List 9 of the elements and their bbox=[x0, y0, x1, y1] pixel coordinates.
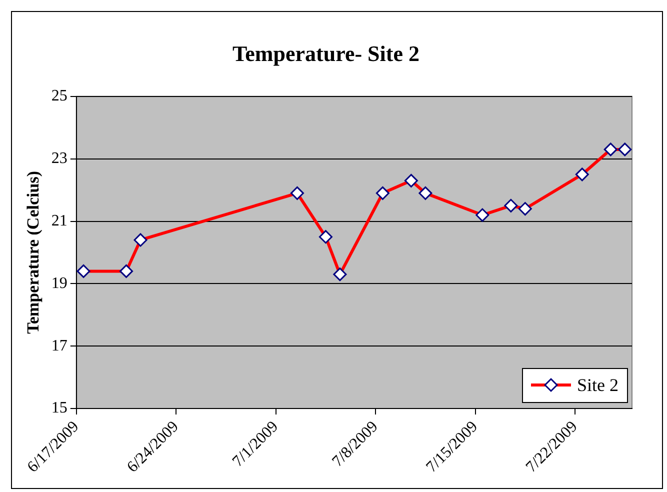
legend-label: Site 2 bbox=[577, 374, 619, 396]
y-tick-label: 21 bbox=[51, 212, 68, 230]
y-tick-label: 19 bbox=[51, 274, 68, 292]
y-tick-label: 25 bbox=[51, 88, 68, 105]
chart-title: Temperature- Site 2 bbox=[232, 40, 420, 66]
y-tick-label: 17 bbox=[51, 337, 68, 354]
y-tick-label: 23 bbox=[51, 150, 68, 168]
y-tick-label: 15 bbox=[51, 400, 68, 417]
y-axis-title: Temperature (Celcius) bbox=[24, 171, 43, 334]
